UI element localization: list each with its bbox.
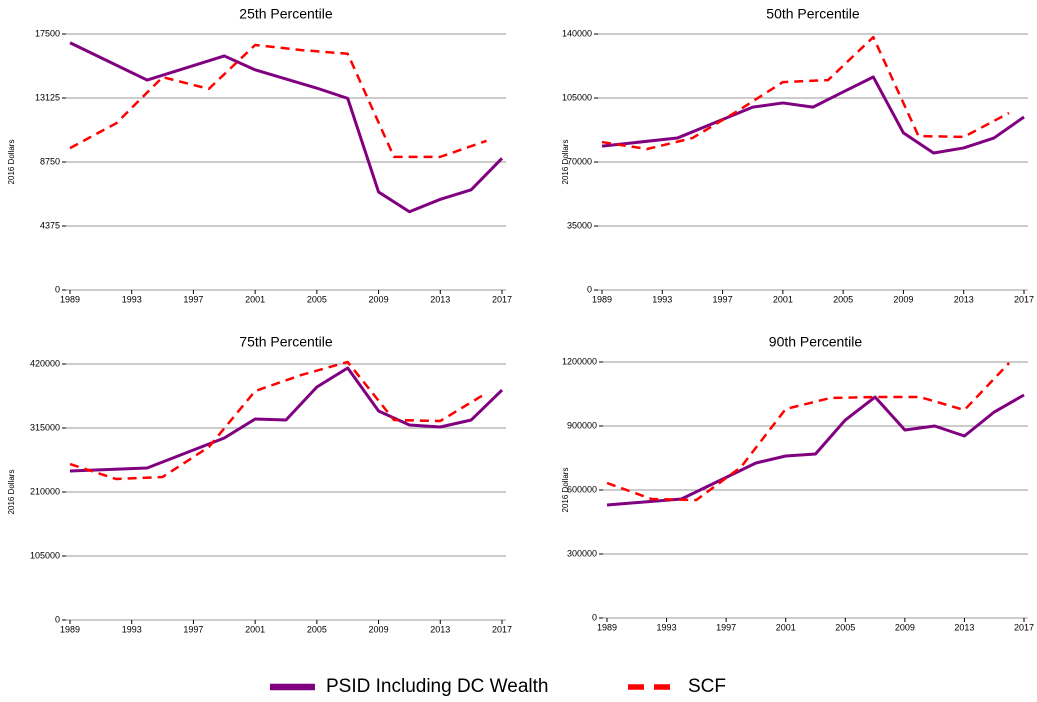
x-tick-label: 2009 [893,294,913,304]
series-line: SCF [606,362,1011,502]
x-tick-label: 2013 [430,624,450,634]
x-tick-label: 2001 [776,622,796,632]
y-tick-label: 0 [55,284,60,294]
panel-title: 25th Percentile [239,6,333,22]
x-tick-label: 1997 [713,294,733,304]
series-line: SCF [601,35,1010,151]
series-line: SCF [69,360,488,481]
series-line: PSID Including DC Wealth [69,41,504,214]
y-axis-label: 2016 Dollars [7,470,16,515]
x-tick-label: 2017 [492,294,512,304]
x-tick-label: 1989 [597,622,617,632]
x-tick-label: 1989 [60,624,80,634]
x-tick-label: 1989 [592,294,612,304]
x-tick-label: 2005 [833,294,853,304]
x-tick-label: 2009 [895,622,915,632]
x-tick-label: 2001 [773,294,793,304]
x-tick-label: 2013 [430,294,450,304]
y-tick-label: 420000 [30,358,60,368]
legend-label: SCF [688,676,726,697]
x-tick-label: 1993 [122,294,142,304]
y-tick-label: 210000 [30,486,60,496]
panel-title: 50th Percentile [766,6,860,22]
series-line: PSID Including DC Wealth [606,393,1025,507]
x-tick-label: 2013 [954,622,974,632]
x-tick-label: 1997 [183,624,203,634]
series-line: PSID Including DC Wealth [69,366,504,473]
x-tick-label: 2009 [369,294,389,304]
x-tick-label: 2017 [1014,622,1034,632]
y-tick-label: 17500 [35,28,60,38]
x-tick-label: 1989 [60,294,80,304]
y-tick-label: 35000 [567,220,592,230]
y-tick-label: 0 [592,612,597,622]
y-axis-label: 2016 Dollars [561,140,570,185]
x-tick-label: 2001 [245,294,265,304]
y-tick-label: 300000 [567,548,597,558]
series-line: PSID Including DC Wealth [601,75,1025,155]
y-tick-label: 13125 [35,92,60,102]
y-tick-label: 315000 [30,422,60,432]
x-tick-label: 1997 [183,294,203,304]
x-tick-label: 1993 [652,294,672,304]
x-tick-label: 2017 [492,624,512,634]
y-tick-label: 105000 [30,550,60,560]
y-tick-label: 600000 [567,484,597,494]
x-tick-label: 1993 [657,622,677,632]
y-tick-label: 1200000 [562,356,597,366]
y-tick-label: 70000 [567,156,592,166]
panel-title: 75th Percentile [239,334,333,350]
x-tick-label: 2013 [954,294,974,304]
y-tick-label: 900000 [567,420,597,430]
panel-title: 90th Percentile [769,334,863,350]
x-tick-label: 2005 [307,624,327,634]
x-tick-label: 1993 [122,624,142,634]
x-tick-label: 2005 [307,294,327,304]
y-axis-label: 2016 Dollars [561,468,570,513]
legend-label: PSID Including DC Wealth [326,676,548,697]
x-tick-label: 2009 [369,624,389,634]
y-tick-label: 4375 [40,220,60,230]
y-tick-label: 8750 [40,156,60,166]
y-axis-label: 2016 Dollars [7,140,16,185]
y-tick-label: 140000 [562,28,592,38]
series-line: SCF [69,43,487,159]
y-tick-label: 0 [55,614,60,624]
x-tick-label: 2001 [245,624,265,634]
y-tick-label: 105000 [562,92,592,102]
x-tick-label: 2017 [1014,294,1034,304]
y-tick-label: 0 [587,284,592,294]
x-tick-label: 2005 [835,622,855,632]
x-tick-label: 1997 [716,622,736,632]
